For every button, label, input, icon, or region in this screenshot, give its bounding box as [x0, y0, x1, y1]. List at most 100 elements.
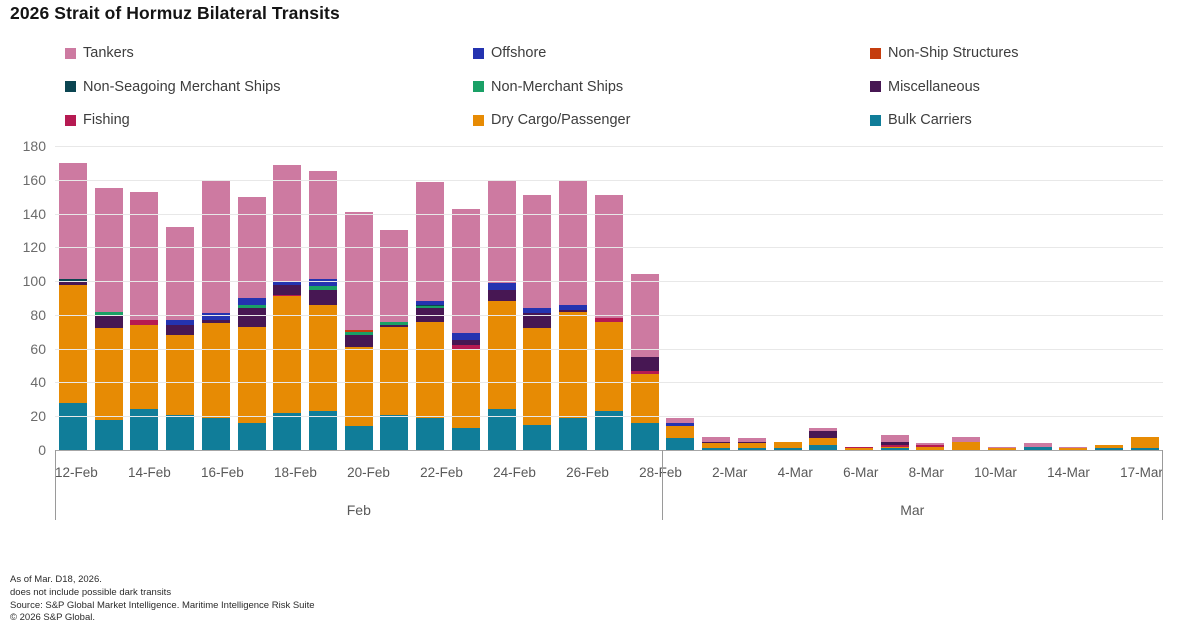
x-axis-label: 22-Feb: [420, 465, 463, 480]
bar: [1095, 444, 1124, 450]
month-group: Mar: [663, 450, 1163, 520]
x-axis-label: 18-Feb: [274, 465, 317, 480]
bar-segment: [58, 402, 87, 450]
bar: [451, 208, 480, 450]
legend-item: Miscellaneous: [870, 79, 1019, 95]
bar-segment: [94, 311, 123, 315]
x-axis-label: 14-Mar: [1047, 465, 1090, 480]
bar-segment: [737, 448, 766, 450]
bar-segment: [309, 171, 337, 280]
bar-segment: [344, 346, 373, 427]
bar-segment: [523, 195, 552, 309]
bar: [880, 434, 909, 450]
bar-segment: [952, 436, 981, 442]
x-axis-label: 20-Feb: [347, 465, 390, 480]
gridline: [55, 179, 1163, 181]
bar: [594, 195, 623, 450]
bar-segment: [916, 444, 945, 447]
bar-slot: [984, 146, 1020, 450]
bar: [559, 179, 588, 450]
bar-segment: [1023, 443, 1052, 447]
bar: [380, 230, 409, 450]
bar: [273, 164, 302, 450]
bar-slot: [627, 146, 663, 450]
gridline: [55, 213, 1163, 215]
bar-segment: [451, 340, 480, 346]
bar-slot: [198, 146, 234, 450]
bar-segment: [523, 313, 552, 329]
bar-segment: [344, 335, 373, 347]
legend-item-label: Bulk Carriers: [888, 112, 972, 128]
bar: [845, 446, 874, 450]
bar-slot: [484, 146, 520, 450]
bar-slot: [734, 146, 770, 450]
bar-segment: [237, 304, 266, 309]
bar: [487, 179, 516, 450]
bar-segment: [344, 211, 373, 331]
x-axis-label: 12-Feb: [55, 465, 98, 480]
bar: [344, 211, 373, 450]
bar: [166, 227, 195, 450]
bar: [952, 436, 981, 450]
bar-segment: [1059, 448, 1088, 450]
bar-segment: [594, 321, 623, 412]
x-axis-label: 14-Feb: [128, 465, 171, 480]
bar-segment: [1059, 446, 1088, 449]
bar-segment: [94, 188, 123, 312]
bar-segment: [1095, 444, 1124, 449]
gridline: [55, 382, 1163, 384]
footnote-source: Source: S&P Global Market Intelligence. …: [10, 599, 315, 611]
bar-segment: [166, 325, 195, 336]
bar-segment: [1130, 448, 1159, 450]
y-axis-label: 60: [30, 340, 46, 357]
legend-item-label: Miscellaneous: [888, 78, 980, 95]
bar-segment: [237, 422, 266, 450]
bar-segment: [773, 441, 802, 449]
legend-swatch-icon: [65, 81, 76, 92]
bar-segment: [58, 281, 87, 285]
bar-segment: [630, 422, 659, 450]
legend-swatch-icon: [473, 47, 484, 59]
bar-segment: [166, 319, 195, 326]
bar-segment: [344, 330, 373, 332]
bar-segment: [594, 318, 623, 322]
y-axis-label: 0: [38, 442, 46, 458]
gridline: [55, 348, 1163, 350]
gridline: [55, 281, 1163, 283]
bar-segment: [666, 423, 695, 427]
bar-segment: [880, 434, 909, 442]
bar-segment: [737, 438, 766, 442]
bar-slot: [305, 146, 341, 450]
legend-item: Non-Seagoing Merchant Ships: [65, 79, 473, 95]
x-axis-labels: 12-Feb 14-Feb 16-Feb 18-Feb 20-Feb 22-Feb 24-F…: [55, 465, 1163, 480]
bar-slot: [55, 146, 91, 450]
bar-segment: [559, 179, 588, 305]
bar: [94, 188, 123, 450]
bar-segment: [559, 417, 588, 450]
legend-item: Tankers: [65, 45, 473, 61]
bar-segment: [809, 428, 838, 432]
bar-segment: [845, 446, 874, 449]
bar-slot: [412, 146, 448, 450]
bar-segment: [702, 443, 731, 449]
footnotes: As of Mar. D18, 2026. does not include p…: [10, 574, 315, 625]
bar-segment: [309, 279, 337, 287]
x-axis-label: 28-Feb: [639, 465, 682, 480]
bar-segment: [1130, 436, 1159, 449]
bar-segment: [380, 325, 409, 327]
bar-slot: [1020, 146, 1056, 450]
bar-slot: [841, 146, 877, 450]
bar-segment: [416, 306, 445, 309]
footnote-dark-transits: does not include possible dark transits: [10, 586, 172, 598]
bar: [737, 438, 766, 450]
y-axis-label: 20: [30, 408, 46, 425]
bar-segment: [416, 321, 445, 418]
bar-segment: [559, 304, 588, 310]
y-axis-label: 80: [30, 306, 46, 323]
gridline: [55, 247, 1163, 249]
legend-swatch-icon: [65, 47, 76, 59]
bar-slot: [377, 146, 413, 450]
y-axis-label: 180: [22, 138, 46, 154]
bar-segment: [273, 281, 302, 285]
